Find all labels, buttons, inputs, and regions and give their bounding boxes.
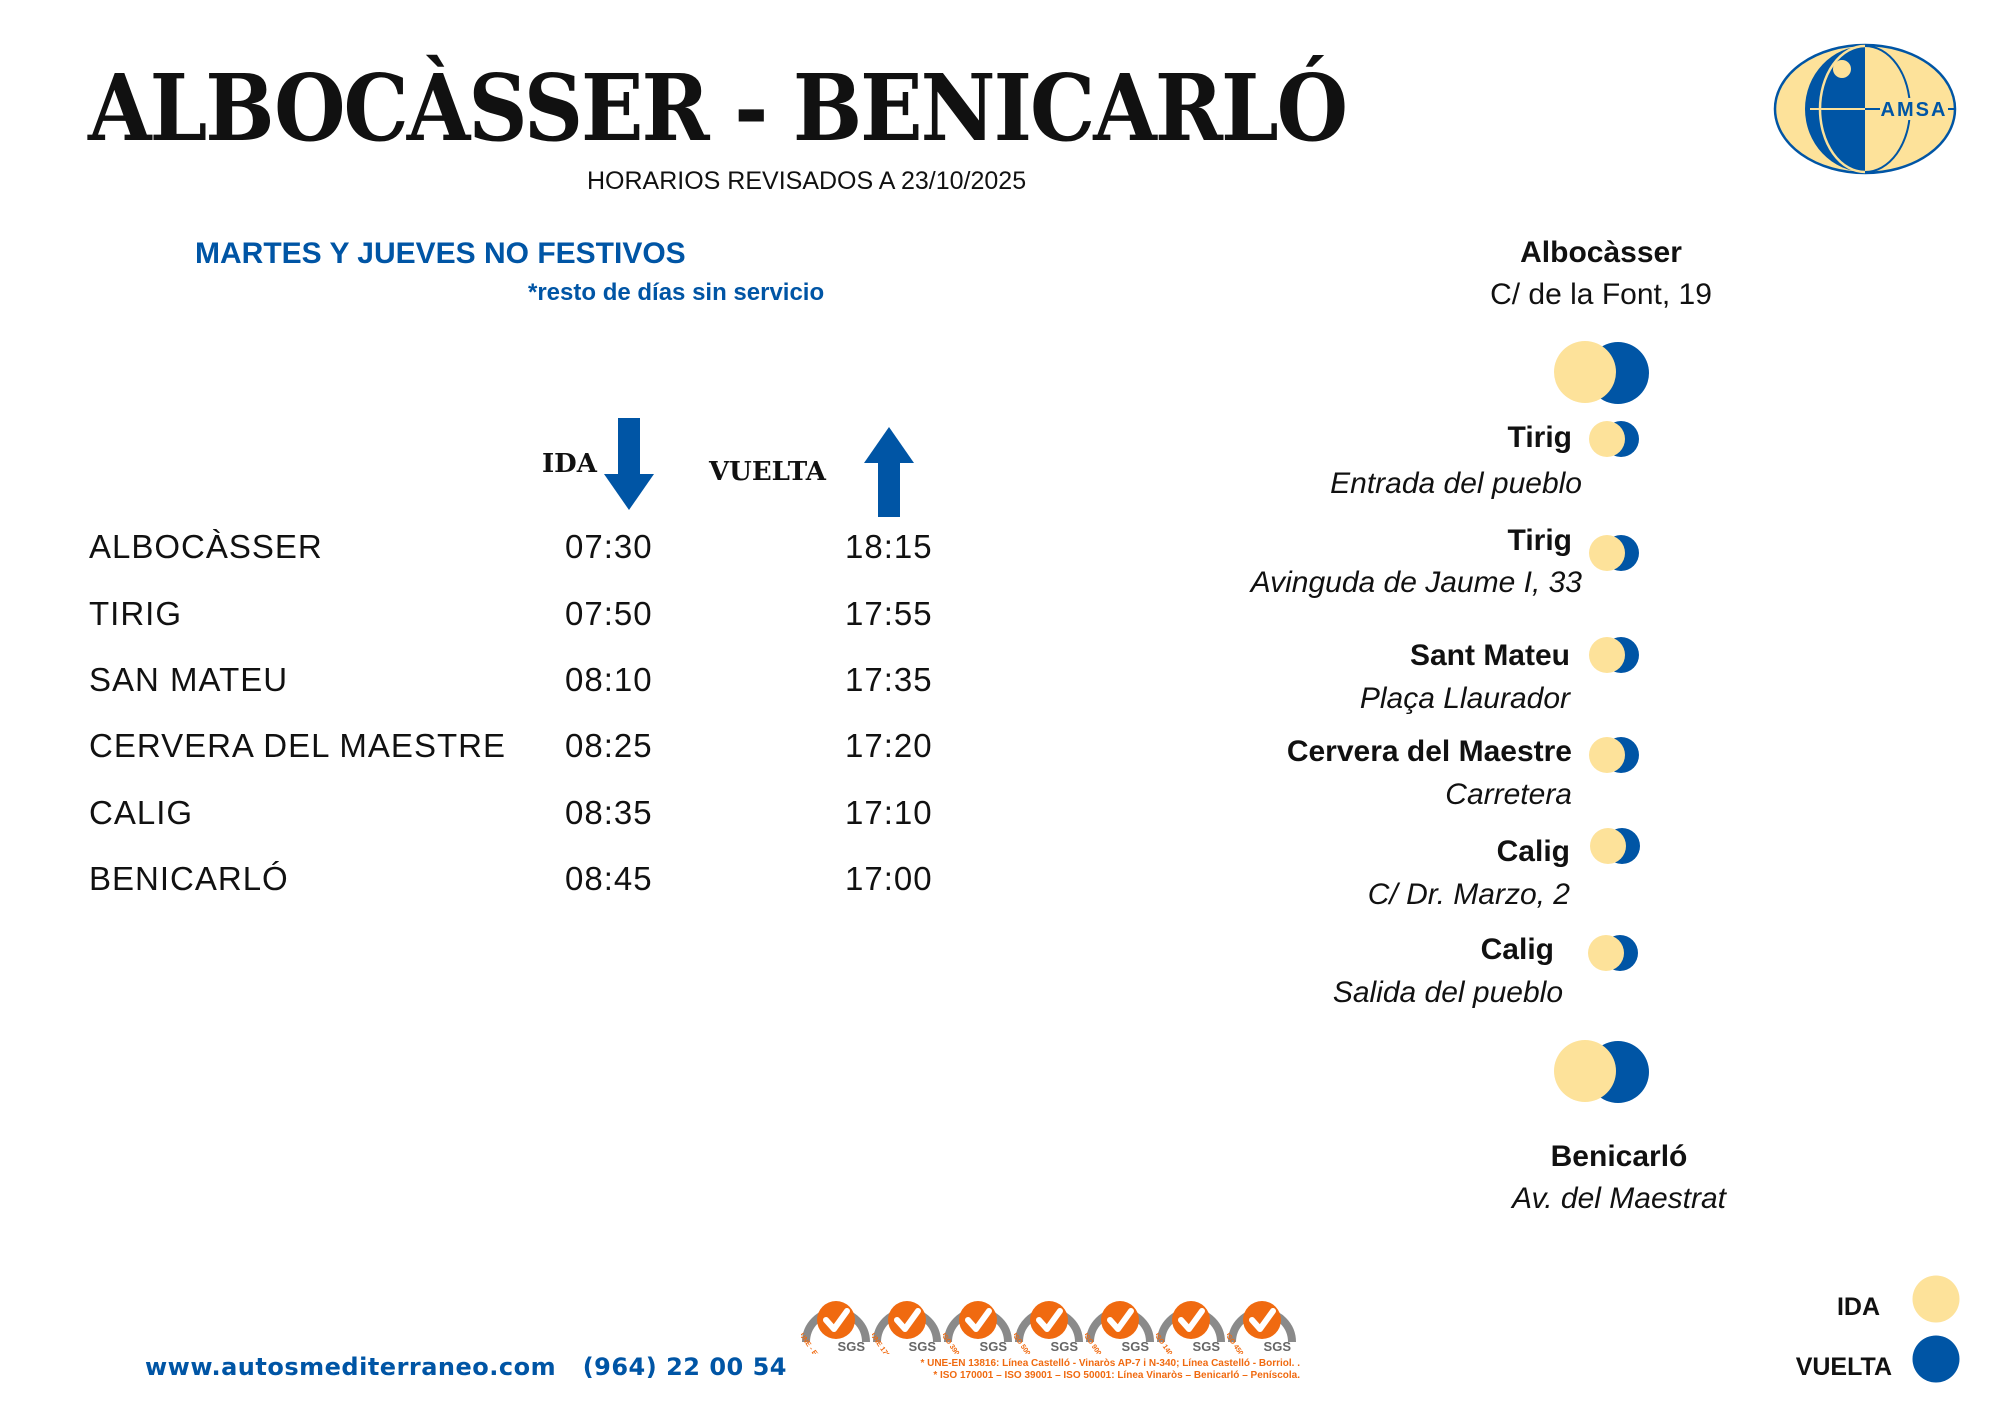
stop-name: ALBOCÀSSER — [89, 528, 323, 565]
stop-icon — [1589, 637, 1639, 673]
ida-time: 08:25 — [565, 727, 653, 764]
destination-name: Benicarló — [1550, 1140, 1688, 1173]
cert-standard: ISO 45001 — [1227, 1332, 1249, 1354]
stop-name: BENICARLÓ — [89, 860, 289, 897]
stop-address: Entrada del pueblo — [1330, 467, 1582, 500]
col-vuelta-label: VUELTA — [709, 457, 826, 487]
stop-name: Calig — [1480, 933, 1554, 966]
stop-name: Tirig — [1507, 421, 1572, 454]
legend-ida-label: IDA — [1836, 1293, 1880, 1321]
cert-standard: ISO 39001 — [943, 1332, 965, 1354]
stop-address: Avinguda de Jaume I, 33 — [1250, 566, 1582, 599]
stop-address: Salida del pueblo — [1332, 976, 1563, 1009]
ida-time: 07:50 — [565, 595, 653, 632]
stop-address: C/ Dr. Marzo, 2 — [1367, 878, 1570, 911]
revision-date: HORARIOS REVISADOS A 23/10/2025 — [587, 167, 1027, 195]
cert-standard: ISO 14001 — [1156, 1332, 1178, 1354]
cert-brand: SGS — [1264, 1339, 1292, 1354]
terminal-stop-icon — [1554, 341, 1649, 404]
vuelta-time: 17:00 — [845, 860, 933, 897]
contact-info: www.autosmediterraneo.com (964) 22 00 54 — [145, 1353, 787, 1381]
stop-name: Sant Mateu — [1409, 639, 1570, 672]
legend-ida-circle — [1912, 1275, 1960, 1323]
cert-brand: SGS — [980, 1339, 1008, 1354]
cert-standard: ISO 50001 — [1014, 1332, 1036, 1354]
logo-text: AMSA — [1881, 99, 1948, 121]
terminal-stop-icon — [1554, 1040, 1649, 1103]
stop-name: CERVERA DEL MAESTRE — [89, 727, 506, 764]
amsa-logo: AMSA — [1773, 43, 1957, 175]
stop-name: TIRIG — [89, 595, 182, 632]
cert-brand: SGS — [909, 1339, 937, 1354]
service-note: *resto de días sin servicio — [528, 279, 825, 306]
cert-brand: SGS — [838, 1339, 866, 1354]
vuelta-time: 17:20 — [845, 727, 933, 764]
vuelta-time: 17:10 — [845, 794, 933, 831]
cert-note: * ISO 170001 – ISO 39001 – ISO 50001: Lí… — [933, 1370, 1300, 1381]
cert-note: * UNE-EN 13816: Línea Castelló - Vinaròs… — [920, 1358, 1300, 1369]
stop-name: Calig — [1496, 835, 1570, 868]
cert-brand: SGS — [1193, 1339, 1221, 1354]
legend-vuelta-label: VUELTA — [1795, 1353, 1892, 1381]
stop-name: Cervera del Maestre — [1286, 735, 1572, 768]
cert-brand: SGS — [1122, 1339, 1150, 1354]
stop-icon — [1588, 935, 1638, 971]
vuelta-time: 17:55 — [845, 595, 933, 632]
stop-icon — [1589, 737, 1639, 773]
cert-standard: UNE 170001 — [872, 1332, 897, 1354]
origin-address: C/ de la Font, 19 — [1490, 278, 1712, 311]
stop-icon — [1589, 535, 1639, 571]
stop-name: CALIG — [89, 794, 194, 831]
ida-time: 08:35 — [565, 794, 653, 831]
destination-address: Av. del Maestrat — [1512, 1182, 1726, 1215]
arrow-down-icon — [604, 418, 654, 510]
stop-icon — [1590, 828, 1640, 864]
stop-name: Tirig — [1507, 524, 1572, 557]
arrow-up-icon — [864, 427, 914, 517]
cert-brand: SGS — [1051, 1339, 1079, 1354]
page-title: ALBOCÀSSER - BENICARLÓ — [88, 54, 1348, 163]
col-ida-label: IDA — [542, 449, 597, 479]
ida-time: 07:30 — [565, 528, 653, 565]
stop-address: Plaça Llaurador — [1359, 682, 1570, 715]
stop-icon — [1589, 421, 1639, 457]
service-days: MARTES Y JUEVES NO FESTIVOS — [195, 237, 686, 270]
stop-address: Carretera — [1445, 778, 1572, 811]
legend-vuelta-circle — [1912, 1335, 1960, 1383]
ida-time: 08:10 — [565, 661, 653, 698]
origin-name: Albocàsser — [1520, 236, 1682, 269]
stop-name: SAN MATEU — [89, 661, 289, 698]
vuelta-time: 17:35 — [845, 661, 933, 698]
ida-time: 08:45 — [565, 860, 653, 897]
vuelta-time: 18:15 — [845, 528, 933, 565]
